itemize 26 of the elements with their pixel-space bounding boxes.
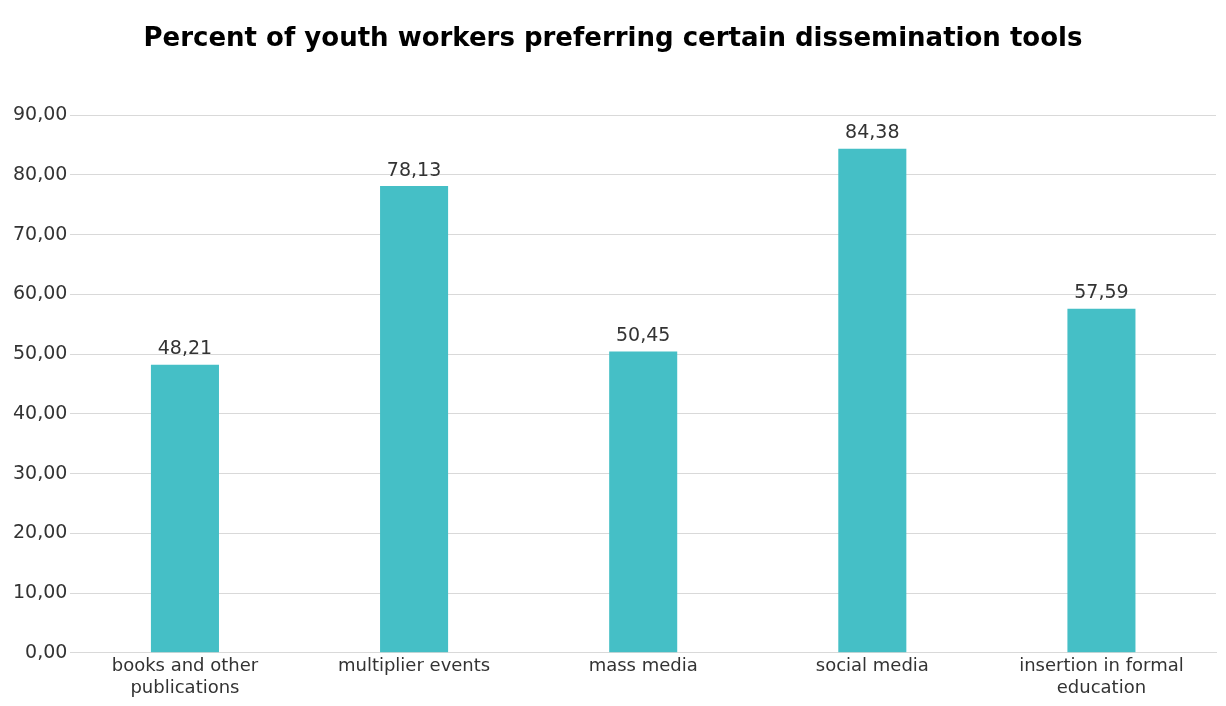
y-tick-label: 50,00 bbox=[12, 341, 68, 364]
y-tick-label: 80,00 bbox=[12, 161, 68, 184]
y-tick-label: 10,00 bbox=[12, 580, 68, 602]
bar bbox=[838, 148, 907, 653]
x-tick-label: social media bbox=[815, 654, 929, 676]
x-tick-label: books and other publications bbox=[111, 654, 259, 697]
y-tick-label: 90,00 bbox=[12, 102, 68, 125]
data-label: 48,21 bbox=[157, 336, 213, 359]
data-label: 78,13 bbox=[386, 157, 442, 180]
chart-title: Percent of youth workers preferring certain dissemination tools bbox=[143, 22, 1083, 53]
bar bbox=[1067, 308, 1136, 653]
bar bbox=[150, 364, 219, 653]
x-tick-label: insertion in formal education bbox=[1019, 654, 1184, 697]
data-label: 57,59 bbox=[1074, 280, 1129, 303]
y-tick-label: 60,00 bbox=[12, 281, 68, 304]
x-tick-label: multiplier events bbox=[337, 654, 491, 676]
data-label: 50,45 bbox=[615, 322, 671, 345]
y-tick-label: 20,00 bbox=[12, 520, 68, 543]
data-label: 84,38 bbox=[845, 120, 900, 143]
y-tick-label: 40,00 bbox=[12, 400, 68, 423]
bar bbox=[380, 186, 449, 653]
y-tick-label: 0,00 bbox=[25, 639, 68, 662]
y-tick-label: 70,00 bbox=[12, 221, 68, 244]
bar bbox=[609, 351, 678, 653]
y-tick-label: 30,00 bbox=[12, 460, 68, 483]
x-tick-label: mass media bbox=[588, 654, 698, 676]
